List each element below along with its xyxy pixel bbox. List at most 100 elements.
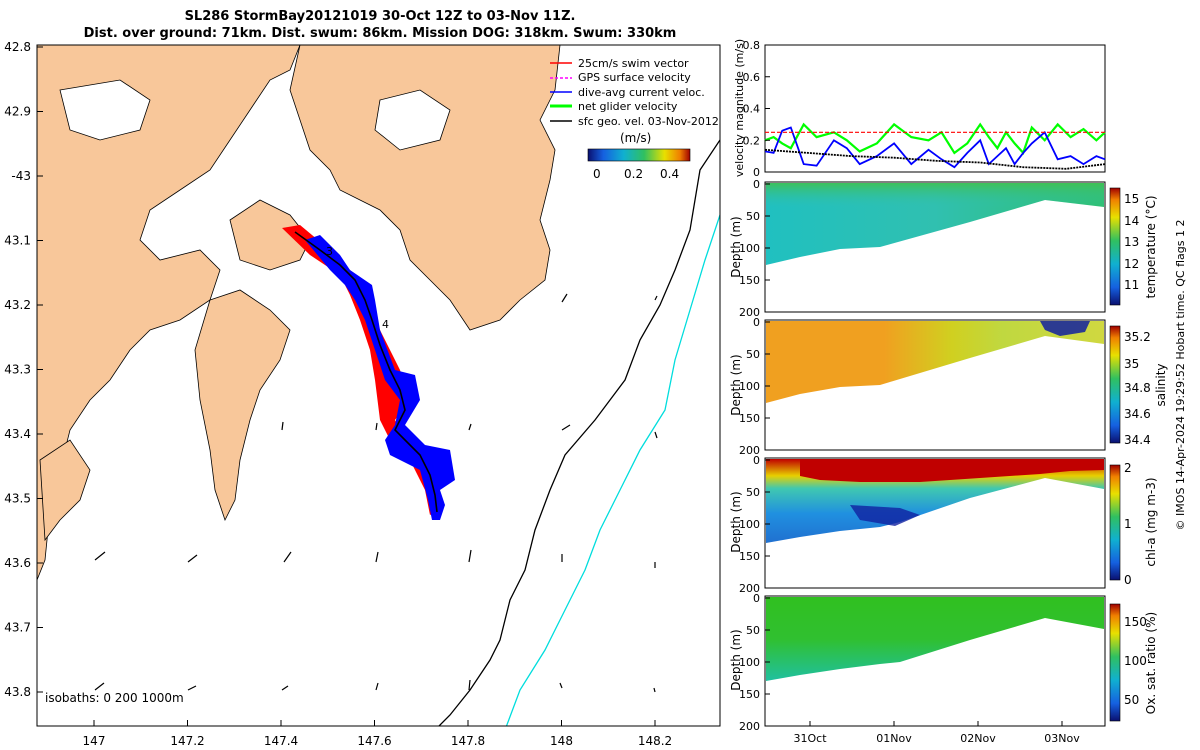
date-tick-label: 31Oct xyxy=(793,732,827,745)
temp-cbar-tick-0: 11 xyxy=(1124,278,1139,292)
lat-tick-label: 43.4 xyxy=(4,427,31,441)
isobaths-label: isobaths: 0 200 1000m xyxy=(45,691,184,705)
depth-tick-label: 200 xyxy=(739,582,760,595)
date-ticks: 31Oct 01Nov 02Nov 03Nov xyxy=(793,721,1080,745)
depth-tick-label: 200 xyxy=(739,444,760,457)
depth-tick-label: 0 xyxy=(753,454,760,467)
vel-tick-label: 0.6 xyxy=(743,71,761,84)
sal-cbar-tick-0: 34.4 xyxy=(1124,433,1151,447)
vel-tick-label: 0.8 xyxy=(743,39,761,52)
velocity-series xyxy=(764,122,1106,170)
lat-tick-label: -43 xyxy=(11,169,31,183)
map-lat-ticks: 42.8 42.9 -43 43.1 43.2 43.3 43.4 43.5 43.6 43.7 4… xyxy=(4,40,43,699)
sal-cbar-tick-2: 34.8 xyxy=(1124,381,1151,395)
isobath-200m xyxy=(438,139,720,726)
ox-cbar-tick-2: 150 xyxy=(1124,615,1147,629)
temp-cbar-tick-3: 14 xyxy=(1124,214,1139,228)
temperature-panel: Depth (m) 11 12 13 14 15 temperature (°C… xyxy=(729,181,1158,313)
isobath-1000m xyxy=(505,214,720,726)
lat-tick-label: 42.8 xyxy=(4,40,31,54)
sal-cbar-tick-4: 35.2 xyxy=(1124,330,1151,344)
chla-surface-bloom xyxy=(800,459,1104,482)
legend-net-glider: net glider velocity xyxy=(578,100,678,113)
salinity-low-patch xyxy=(1040,321,1090,336)
velocity-series-line xyxy=(764,148,1106,170)
oxygen-panel: Depth (m) 50 100 150 Ox. sat. ratio (%) xyxy=(729,595,1158,727)
map-legend: 25cm/s swim vector GPS surface velocity … xyxy=(550,57,720,128)
salinity-section xyxy=(766,321,1104,403)
land-middle xyxy=(194,289,291,522)
lat-tick-label: 43.3 xyxy=(4,363,31,377)
chla-deep-low xyxy=(850,505,920,526)
depth-tick-label: 150 xyxy=(739,688,760,701)
chla-cbar-tick-0: 0 xyxy=(1124,573,1132,587)
temp-cbar-tick-2: 13 xyxy=(1124,235,1139,249)
lat-tick-label: 43.7 xyxy=(4,621,31,635)
map-cbar-tick-2: 0.4 xyxy=(660,167,679,181)
salinity-cbar-label: salinity xyxy=(1154,363,1168,406)
sfc-vectors xyxy=(94,293,658,693)
map-lon-ticks: 147 147.2 147.4 147.6 147.8 148 148.2 xyxy=(83,720,672,748)
lat-tick-label: 43.2 xyxy=(4,298,31,312)
lon-tick-label: 147.4 xyxy=(264,734,298,748)
legend-dive-avg: dive-avg current veloc. xyxy=(578,86,705,99)
depth-tick-label: 50 xyxy=(746,486,760,499)
oxygen-section xyxy=(766,597,1104,681)
map-colorbar xyxy=(587,148,691,162)
ox-cbar-tick-0: 50 xyxy=(1124,693,1139,707)
map-cbar-tick-0: 0 xyxy=(593,167,601,181)
salinity-panel: Depth (m) 34.4 34.6 34.8 35 35.2 salinit… xyxy=(729,319,1168,451)
track-label-4: 4 xyxy=(382,318,389,331)
chart-title: SL286 StormBay20121019 30-Oct 12Z to 03-… xyxy=(184,9,576,24)
temperature-colorbar xyxy=(1109,187,1121,306)
vel-tick-label: 0.2 xyxy=(743,134,761,147)
depth-tick-label: 0 xyxy=(753,316,760,329)
temperature-ylabel: Depth (m) xyxy=(729,216,743,277)
oxygen-colorbar xyxy=(1109,603,1121,722)
velocity-series-line xyxy=(764,126,1106,169)
lat-tick-label: 43.6 xyxy=(4,556,31,570)
ox-cbar-tick-1: 100 xyxy=(1124,654,1147,668)
chla-cbar-tick-2: 2 xyxy=(1124,461,1132,475)
depth-tick-label: 100 xyxy=(739,518,760,531)
lon-tick-label: 147.6 xyxy=(357,734,391,748)
land-west-inner xyxy=(59,79,151,141)
chart-subtitle: Dist. over ground: 71km. Dist. swum: 86k… xyxy=(83,26,677,41)
depth-tick-label: 50 xyxy=(746,348,760,361)
depth-tick-label: 100 xyxy=(739,656,760,669)
depth-tick-label: 50 xyxy=(746,624,760,637)
map-colorbar-unit: (m/s) xyxy=(620,131,651,145)
velocity-ylabel: velocity magnitude (m/s) xyxy=(733,39,746,177)
depth-tick-label: 200 xyxy=(739,306,760,319)
chla-cbar-label: chl-a (mg m-3) xyxy=(1144,477,1158,566)
map-panel: 3 4 xyxy=(4,40,721,748)
lon-tick-label: 148 xyxy=(550,734,573,748)
velocity-series-line xyxy=(764,122,1106,156)
depth-tick-label: 200 xyxy=(739,720,760,733)
velocity-ticks: 0 0.2 0.4 0.6 0.8 xyxy=(743,39,770,179)
oxygen-cbar-label: Ox. sat. ratio (%) xyxy=(1144,612,1158,714)
chla-panel: Depth (m) 0 1 2 chl-a (mg m-3) xyxy=(729,457,1158,589)
lon-tick-label: 147 xyxy=(83,734,106,748)
date-tick-label: 01Nov xyxy=(876,732,912,745)
lon-tick-label: 147.8 xyxy=(451,734,485,748)
land-peninsula-south xyxy=(39,439,91,542)
depth-tick-label: 150 xyxy=(739,412,760,425)
temperature-cbar-label: temperature (°C) xyxy=(1144,196,1158,299)
date-tick-label: 03Nov xyxy=(1044,732,1080,745)
depth-tick-label: 100 xyxy=(739,380,760,393)
chla-cbar-tick-1: 1 xyxy=(1124,517,1132,531)
sal-cbar-tick-3: 35 xyxy=(1124,357,1139,371)
salinity-colorbar xyxy=(1109,325,1121,444)
legend-gps-velocity: GPS surface velocity xyxy=(578,71,691,84)
lat-tick-label: 43.8 xyxy=(4,685,31,699)
depth-tick-label: 50 xyxy=(746,210,760,223)
depth-tick-label: 150 xyxy=(739,274,760,287)
track-blue xyxy=(305,235,455,520)
salinity-ylabel: Depth (m) xyxy=(729,354,743,415)
temp-cbar-tick-4: 15 xyxy=(1124,192,1139,206)
date-tick-label: 02Nov xyxy=(960,732,996,745)
depth-ticks: 0501001502000501001502000501001502000501… xyxy=(739,178,770,733)
velocity-panel: 0 0.2 0.4 0.6 0.8 velocity magnitude (m/s) xyxy=(733,39,1106,179)
